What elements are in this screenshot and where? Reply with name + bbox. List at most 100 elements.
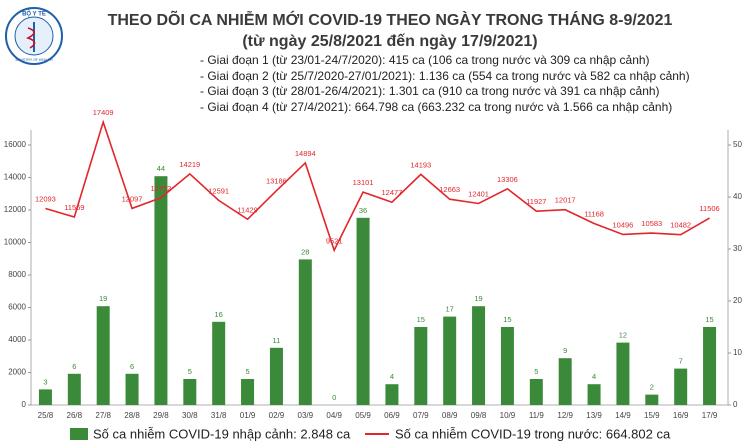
x-tick-label: 04/9	[326, 411, 342, 420]
x-tick-label: 26/8	[67, 411, 83, 420]
bar-label: 19	[99, 294, 107, 303]
bar-label: 16	[215, 310, 223, 319]
legend-swatch	[70, 428, 88, 440]
chart-title: THEO DÕI CA NHIỄM MỚI COVID-19 THEO NGÀY…	[108, 9, 673, 29]
line-label: 14219	[179, 160, 200, 169]
x-tick-label: 15/9	[644, 411, 660, 420]
x-tick-label: 27/8	[95, 411, 111, 420]
y-tick-label: 10000	[4, 238, 27, 247]
bar	[385, 384, 399, 405]
line-label: 11569	[64, 203, 84, 212]
x-tick-label: 10/9	[500, 411, 516, 420]
logo-subtext: MINISTRY OF HEALTH	[16, 58, 53, 62]
bar-label: 36	[359, 206, 367, 215]
y-tick-label: 4000	[8, 335, 26, 344]
x-tick-label: 14/9	[615, 411, 631, 420]
bar-label: 3	[43, 377, 47, 386]
y-tick-label: 0	[22, 400, 27, 409]
line-label: 13101	[353, 178, 374, 187]
x-tick-label: 25/8	[38, 411, 54, 420]
bar-label: 6	[72, 362, 76, 371]
bar-label: 44	[157, 164, 165, 173]
x-tick-label: 29/8	[153, 411, 169, 420]
line-label: 12477	[382, 188, 403, 197]
bar-label: 28	[301, 247, 309, 256]
line-label: 11168	[584, 210, 604, 219]
bar	[645, 394, 659, 405]
x-tick-label: 17/9	[702, 411, 718, 420]
line-label: 11506	[699, 204, 719, 213]
bar-label: 4	[390, 372, 394, 381]
line-label: 12663	[439, 185, 460, 194]
chart-subtitle: (từ ngày 25/8/2021 đến ngày 17/9/2021)	[242, 33, 537, 50]
bar-label: 12	[619, 331, 627, 340]
bar-label: 5	[245, 367, 249, 376]
bar-label: 11	[273, 336, 281, 345]
bar	[414, 327, 428, 405]
x-tick-label: 13/9	[586, 411, 602, 420]
bar	[154, 176, 168, 405]
bar-label: 15	[503, 315, 511, 324]
bar-label: 5	[534, 367, 538, 376]
logo-snake	[25, 27, 36, 49]
y-tick-label: 14000	[4, 173, 27, 182]
bar-label: 19	[474, 294, 482, 303]
bar-label: 17	[446, 305, 454, 314]
bar	[183, 379, 197, 405]
line-label: 13306	[497, 175, 518, 184]
y-tick-label: 16000	[4, 140, 27, 149]
line-label: 13186	[266, 177, 287, 186]
logo-text: BỘ Y TẾ	[22, 10, 46, 18]
line-label: 11429	[237, 205, 257, 214]
bar-label: 0	[332, 393, 336, 402]
bar-label: 7	[679, 357, 683, 366]
bar	[472, 306, 486, 405]
logo: BỘ Y TẾ MINISTRY OF HEALTH	[5, 7, 63, 65]
bar	[212, 321, 226, 405]
line-label: 10496	[613, 220, 634, 229]
y-tick-label: 6000	[8, 303, 26, 312]
bar-label: 4	[592, 372, 596, 381]
bar	[67, 373, 81, 405]
bar-label: 6	[130, 362, 134, 371]
y2-tick-label: 50	[733, 140, 742, 149]
x-tick-label: 08/9	[442, 411, 458, 420]
line-label: 11927	[526, 197, 546, 206]
line-label: 17409	[93, 108, 114, 117]
bar-label: 9	[563, 346, 567, 355]
x-tick-label: 03/9	[298, 411, 314, 420]
line-label: 12017	[555, 196, 576, 205]
y-tick-label: 12000	[4, 205, 27, 214]
legend-label: Số ca nhiễm COVID-19 nhập cảnh: 2.848 ca	[93, 426, 351, 441]
line-label: 12752	[151, 184, 172, 193]
x-tick-label: 02/9	[269, 411, 285, 420]
bar	[269, 347, 283, 405]
line	[45, 119, 710, 253]
bar	[529, 379, 543, 405]
bar-label: 5	[188, 367, 192, 376]
line-label: 14193	[410, 160, 431, 169]
y2-tick-label: 40	[733, 192, 742, 201]
bar	[356, 217, 370, 405]
y2-tick-label: 30	[733, 244, 742, 253]
line-label: 12591	[208, 186, 229, 195]
x-tick-label: 01/9	[240, 411, 256, 420]
y2-tick-label: 20	[733, 296, 742, 305]
x-tick-label: 09/8	[471, 411, 487, 420]
bar	[38, 389, 52, 405]
y-tick-label: 8000	[8, 270, 26, 279]
bar	[125, 373, 139, 405]
x-tick-label: 30/8	[182, 411, 198, 420]
bar	[558, 358, 572, 405]
y2-tick-label: 10	[733, 348, 742, 357]
bar	[443, 316, 457, 405]
bar	[674, 368, 688, 405]
note: - Giai đoạn 4 (từ 27/4/2021): 664.798 ca…	[200, 100, 672, 114]
y-tick-label: 2000	[8, 368, 26, 377]
line-label: 10583	[641, 219, 662, 228]
bar-label: 15	[705, 315, 713, 324]
line-label: 12093	[35, 194, 56, 203]
line-label: 14894	[295, 149, 316, 158]
line-label: 9521	[326, 236, 343, 245]
